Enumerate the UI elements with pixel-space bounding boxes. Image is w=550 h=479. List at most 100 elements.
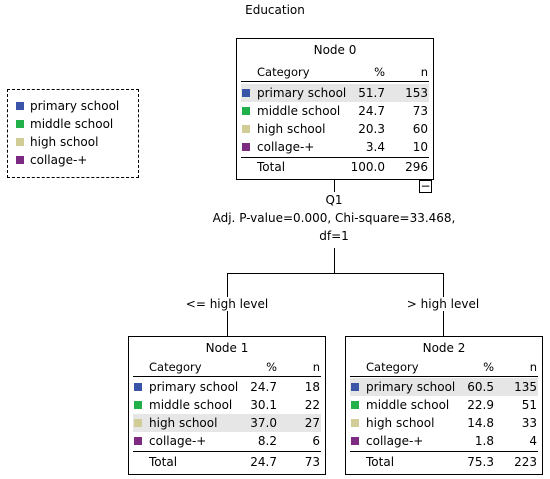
- swatch-high-school: [351, 419, 359, 427]
- swatch-collage: [242, 143, 250, 151]
- total-pct: 24.7: [250, 455, 277, 469]
- column-header-pct: %: [374, 65, 385, 79]
- collapse-node-button[interactable]: −: [419, 179, 432, 193]
- node-header: Category % n: [237, 65, 433, 80]
- row-n: 51: [521, 398, 537, 412]
- column-header-category: Category: [257, 65, 310, 79]
- category-row: collage-+ 1.8 4: [350, 432, 538, 450]
- branch-label-right: > high level: [400, 297, 486, 311]
- row-n: 6: [312, 434, 320, 448]
- row-category: high school: [366, 416, 435, 430]
- node-header: Category % n: [129, 360, 325, 375]
- total-row: Total 100.0 296: [241, 158, 429, 176]
- split-variable: Q1: [325, 193, 343, 207]
- tree-node-0: Node 0 Category % n primary school 51.7 …: [236, 38, 434, 180]
- total-pct: 100.0: [350, 160, 385, 174]
- row-pct: 51.7: [358, 86, 385, 100]
- row-pct: 14.8: [467, 416, 494, 430]
- legend-label: middle school: [30, 117, 114, 131]
- node-title: Node 2: [422, 341, 466, 355]
- swatch-middle-school: [242, 107, 250, 115]
- legend-swatch-collage: [16, 155, 24, 164]
- node-title: Node 1: [205, 341, 249, 355]
- row-n: 27: [304, 416, 320, 430]
- column-header-category: Category: [366, 360, 419, 374]
- swatch-collage: [134, 437, 142, 445]
- legend-swatch-middle-school: [16, 119, 24, 128]
- branch-label-left: <= high level: [180, 297, 274, 311]
- connector-line: [334, 248, 335, 273]
- total-divider: [241, 157, 429, 158]
- swatch-middle-school: [134, 401, 142, 409]
- tree-node-1: Node 1 Category % n primary school 24.7 …: [128, 336, 326, 475]
- total-row: Total 24.7 73: [133, 453, 321, 471]
- column-header-category: Category: [149, 360, 202, 374]
- column-header-pct: %: [483, 360, 494, 374]
- row-category: middle school: [257, 104, 341, 118]
- total-pct: 75.3: [467, 455, 494, 469]
- column-header-n: n: [529, 360, 537, 374]
- category-row: collage-+ 3.4 10: [241, 138, 429, 156]
- swatch-primary-school: [242, 89, 250, 97]
- swatch-high-school: [134, 419, 142, 427]
- header-divider: [350, 376, 538, 377]
- total-label: Total: [149, 455, 178, 469]
- node-title: Node 0: [313, 43, 357, 57]
- category-row: middle school 30.1 22: [133, 396, 321, 414]
- swatch-primary-school: [134, 383, 142, 391]
- row-pct: 24.7: [358, 104, 385, 118]
- connector-line: [227, 273, 443, 274]
- node-header: Category % n: [346, 360, 542, 375]
- legend-swatch-primary-school: [16, 101, 24, 110]
- row-category: middle school: [366, 398, 450, 412]
- header-divider: [133, 376, 321, 377]
- row-n: 22: [304, 398, 320, 412]
- category-row: middle school 24.7 73: [241, 102, 429, 120]
- total-divider: [133, 451, 321, 452]
- row-category: primary school: [149, 380, 239, 394]
- swatch-high-school: [242, 125, 250, 133]
- legend-item-primary-school: primary school: [16, 98, 119, 114]
- header-divider: [241, 81, 429, 82]
- row-n: 4: [529, 434, 537, 448]
- swatch-middle-school: [351, 401, 359, 409]
- category-row: primary school 60.5 135: [350, 378, 538, 396]
- chart-title: Education: [245, 3, 305, 17]
- row-pct: 1.8: [474, 434, 494, 448]
- row-n: 135: [514, 380, 537, 394]
- row-pct: 22.9: [467, 398, 494, 412]
- row-n: 73: [412, 104, 428, 118]
- legend-swatch-high-school: [16, 137, 24, 146]
- row-category: primary school: [257, 86, 347, 100]
- column-header-n: n: [312, 360, 320, 374]
- column-header-n: n: [420, 65, 428, 79]
- legend-label: collage-+: [30, 153, 88, 167]
- row-category: collage-+: [257, 140, 315, 154]
- legend-label: high school: [30, 135, 99, 149]
- row-pct: 60.5: [467, 380, 494, 394]
- row-pct: 37.0: [250, 416, 277, 430]
- row-category: primary school: [366, 380, 456, 394]
- total-n: 296: [405, 160, 428, 174]
- legend-item-collage: collage-+: [16, 152, 87, 168]
- swatch-collage: [351, 437, 359, 445]
- split-stats: Adj. P-value=0.000, Chi-square=33.468,: [212, 211, 456, 225]
- category-row: high school 14.8 33: [350, 414, 538, 432]
- row-pct: 20.3: [358, 122, 385, 136]
- row-n: 33: [521, 416, 537, 430]
- category-row: middle school 22.9 51: [350, 396, 538, 414]
- total-n: 223: [514, 455, 537, 469]
- row-category: collage-+: [149, 434, 207, 448]
- column-header-pct: %: [266, 360, 277, 374]
- split-df: df=1: [319, 229, 349, 243]
- legend-item-high-school: high school: [16, 134, 98, 150]
- connector-line: [334, 180, 335, 192]
- row-category: high school: [149, 416, 218, 430]
- row-n: 18: [304, 380, 320, 394]
- row-category: collage-+: [366, 434, 424, 448]
- total-divider: [350, 451, 538, 452]
- row-n: 60: [412, 122, 428, 136]
- row-n: 153: [405, 86, 428, 100]
- row-category: high school: [257, 122, 326, 136]
- tree-node-2: Node 2 Category % n primary school 60.5 …: [345, 336, 543, 475]
